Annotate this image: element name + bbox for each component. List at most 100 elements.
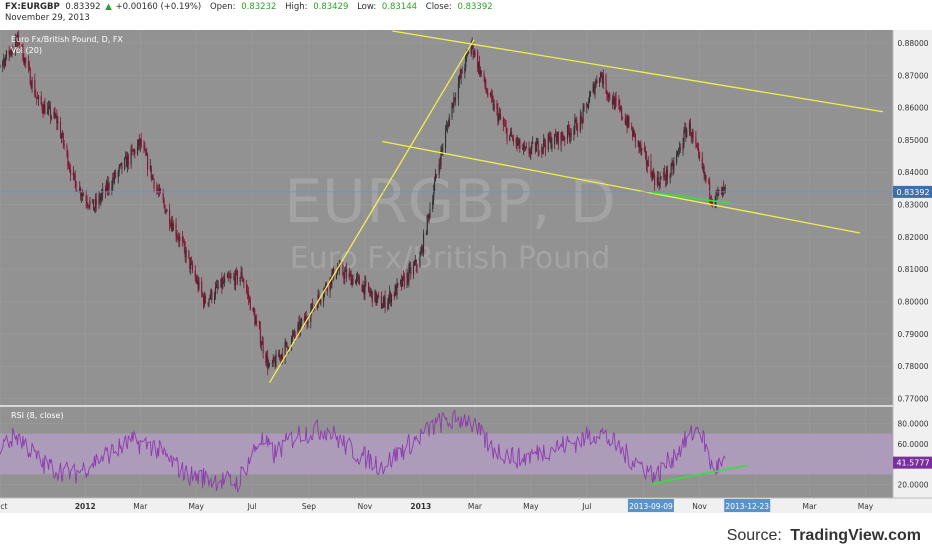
candle-body <box>705 174 707 181</box>
candle-body <box>355 280 357 284</box>
candle-body <box>566 125 569 140</box>
candle-body <box>496 104 498 109</box>
candle-body <box>307 321 309 324</box>
candle-body <box>589 92 591 96</box>
candle-body <box>36 97 38 99</box>
price-axis[interactable] <box>893 30 932 498</box>
price-tick-label: 0.88000 <box>897 39 928 48</box>
candle-body <box>547 134 549 150</box>
candle-body <box>169 209 171 225</box>
candle-body <box>500 114 502 120</box>
candle-body <box>543 138 545 148</box>
candle-body <box>221 278 223 288</box>
pane-separator[interactable] <box>0 405 893 407</box>
candle-body <box>718 189 720 192</box>
candle-body <box>246 291 249 293</box>
candle-body <box>74 175 76 182</box>
source-credit: Source: TradingView.com <box>727 527 921 544</box>
candle-body <box>101 193 103 198</box>
candle-body <box>278 353 280 358</box>
candle-body <box>291 337 293 350</box>
candle-body <box>620 107 622 110</box>
candle-body <box>542 146 544 148</box>
candle-body <box>579 115 581 131</box>
candle-body <box>505 126 507 129</box>
pane-title[interactable]: Euro Fx/British Pound, D, FX <box>11 35 123 44</box>
candle-body <box>663 172 665 178</box>
candle-body <box>18 43 20 46</box>
candle-body <box>446 124 448 127</box>
candle-body <box>555 136 558 142</box>
candle-body <box>643 148 646 151</box>
candle-body <box>393 294 395 296</box>
candle-body <box>587 103 589 108</box>
candle-body <box>724 186 726 188</box>
candle-body <box>0 65 1 67</box>
candle-body <box>198 281 200 289</box>
time-tick-label: 2012 <box>75 502 96 511</box>
trend-lines[interactable] <box>268 30 884 485</box>
source-prefix: Source: <box>727 527 782 544</box>
candle-body <box>234 276 236 286</box>
candle-body <box>654 176 656 185</box>
trend-line-rsi-divergence[interactable] <box>651 464 748 485</box>
candle-body <box>4 59 6 66</box>
candle-body <box>312 303 314 311</box>
volume-indicator-label[interactable]: Vol (20) <box>11 46 42 55</box>
candle-body <box>333 268 335 279</box>
candle-body <box>189 257 191 269</box>
time-axis[interactable] <box>0 498 932 513</box>
candle-body <box>612 97 614 105</box>
candle-body <box>75 181 77 192</box>
price-tick-label: 0.80000 <box>897 298 928 307</box>
time-tick-label: Mar <box>468 502 483 511</box>
trend-line-price-divergence[interactable] <box>651 191 731 205</box>
candle-body <box>117 171 119 178</box>
time-tick-label: 2013 <box>410 502 431 511</box>
candle-body <box>383 296 385 303</box>
candle-body <box>689 122 691 136</box>
rsi-tick-label: 80.0000 <box>897 419 928 428</box>
candle-body <box>645 153 647 165</box>
price-pane[interactable] <box>0 30 893 405</box>
candle-body <box>638 141 640 148</box>
candle-body <box>169 224 172 227</box>
candle-body <box>657 176 659 184</box>
candle-body <box>683 130 685 144</box>
rsi-indicator-label[interactable]: RSI (8, close) <box>11 411 64 420</box>
candle-body <box>106 182 108 191</box>
candle-body <box>647 160 649 167</box>
trend-line-channel-upper[interactable] <box>392 30 884 113</box>
candle-body <box>228 277 230 279</box>
candle-body <box>560 132 562 146</box>
candle-body <box>40 96 42 104</box>
candle-body <box>686 129 688 138</box>
candle-body <box>633 130 636 134</box>
symbol-name[interactable]: FX:EURGBP <box>5 2 60 12</box>
candle-body <box>320 301 322 303</box>
candle-body <box>247 292 250 299</box>
candle-body <box>306 320 308 324</box>
candle-body <box>445 130 447 149</box>
candle-body <box>722 187 724 190</box>
candle-body <box>48 106 50 109</box>
candle-body <box>701 157 703 168</box>
candle-body <box>43 104 45 114</box>
candle-body <box>477 51 479 69</box>
price-tick-label: 0.83000 <box>897 201 928 210</box>
candle-body <box>69 166 71 170</box>
candle-body <box>132 150 134 152</box>
candle-body <box>374 290 376 303</box>
candle-body <box>641 148 643 151</box>
candle-body <box>130 148 132 165</box>
candle-body <box>567 125 569 131</box>
candle-body <box>525 147 527 148</box>
candle-body <box>451 102 453 117</box>
candle-body <box>467 52 469 54</box>
trend-line-rise-line[interactable] <box>268 39 475 384</box>
candle-body <box>48 106 51 108</box>
candle-body <box>550 136 552 148</box>
candle-body <box>81 194 84 196</box>
candle-body <box>631 125 633 130</box>
trend-line-channel-lower[interactable] <box>382 140 861 234</box>
